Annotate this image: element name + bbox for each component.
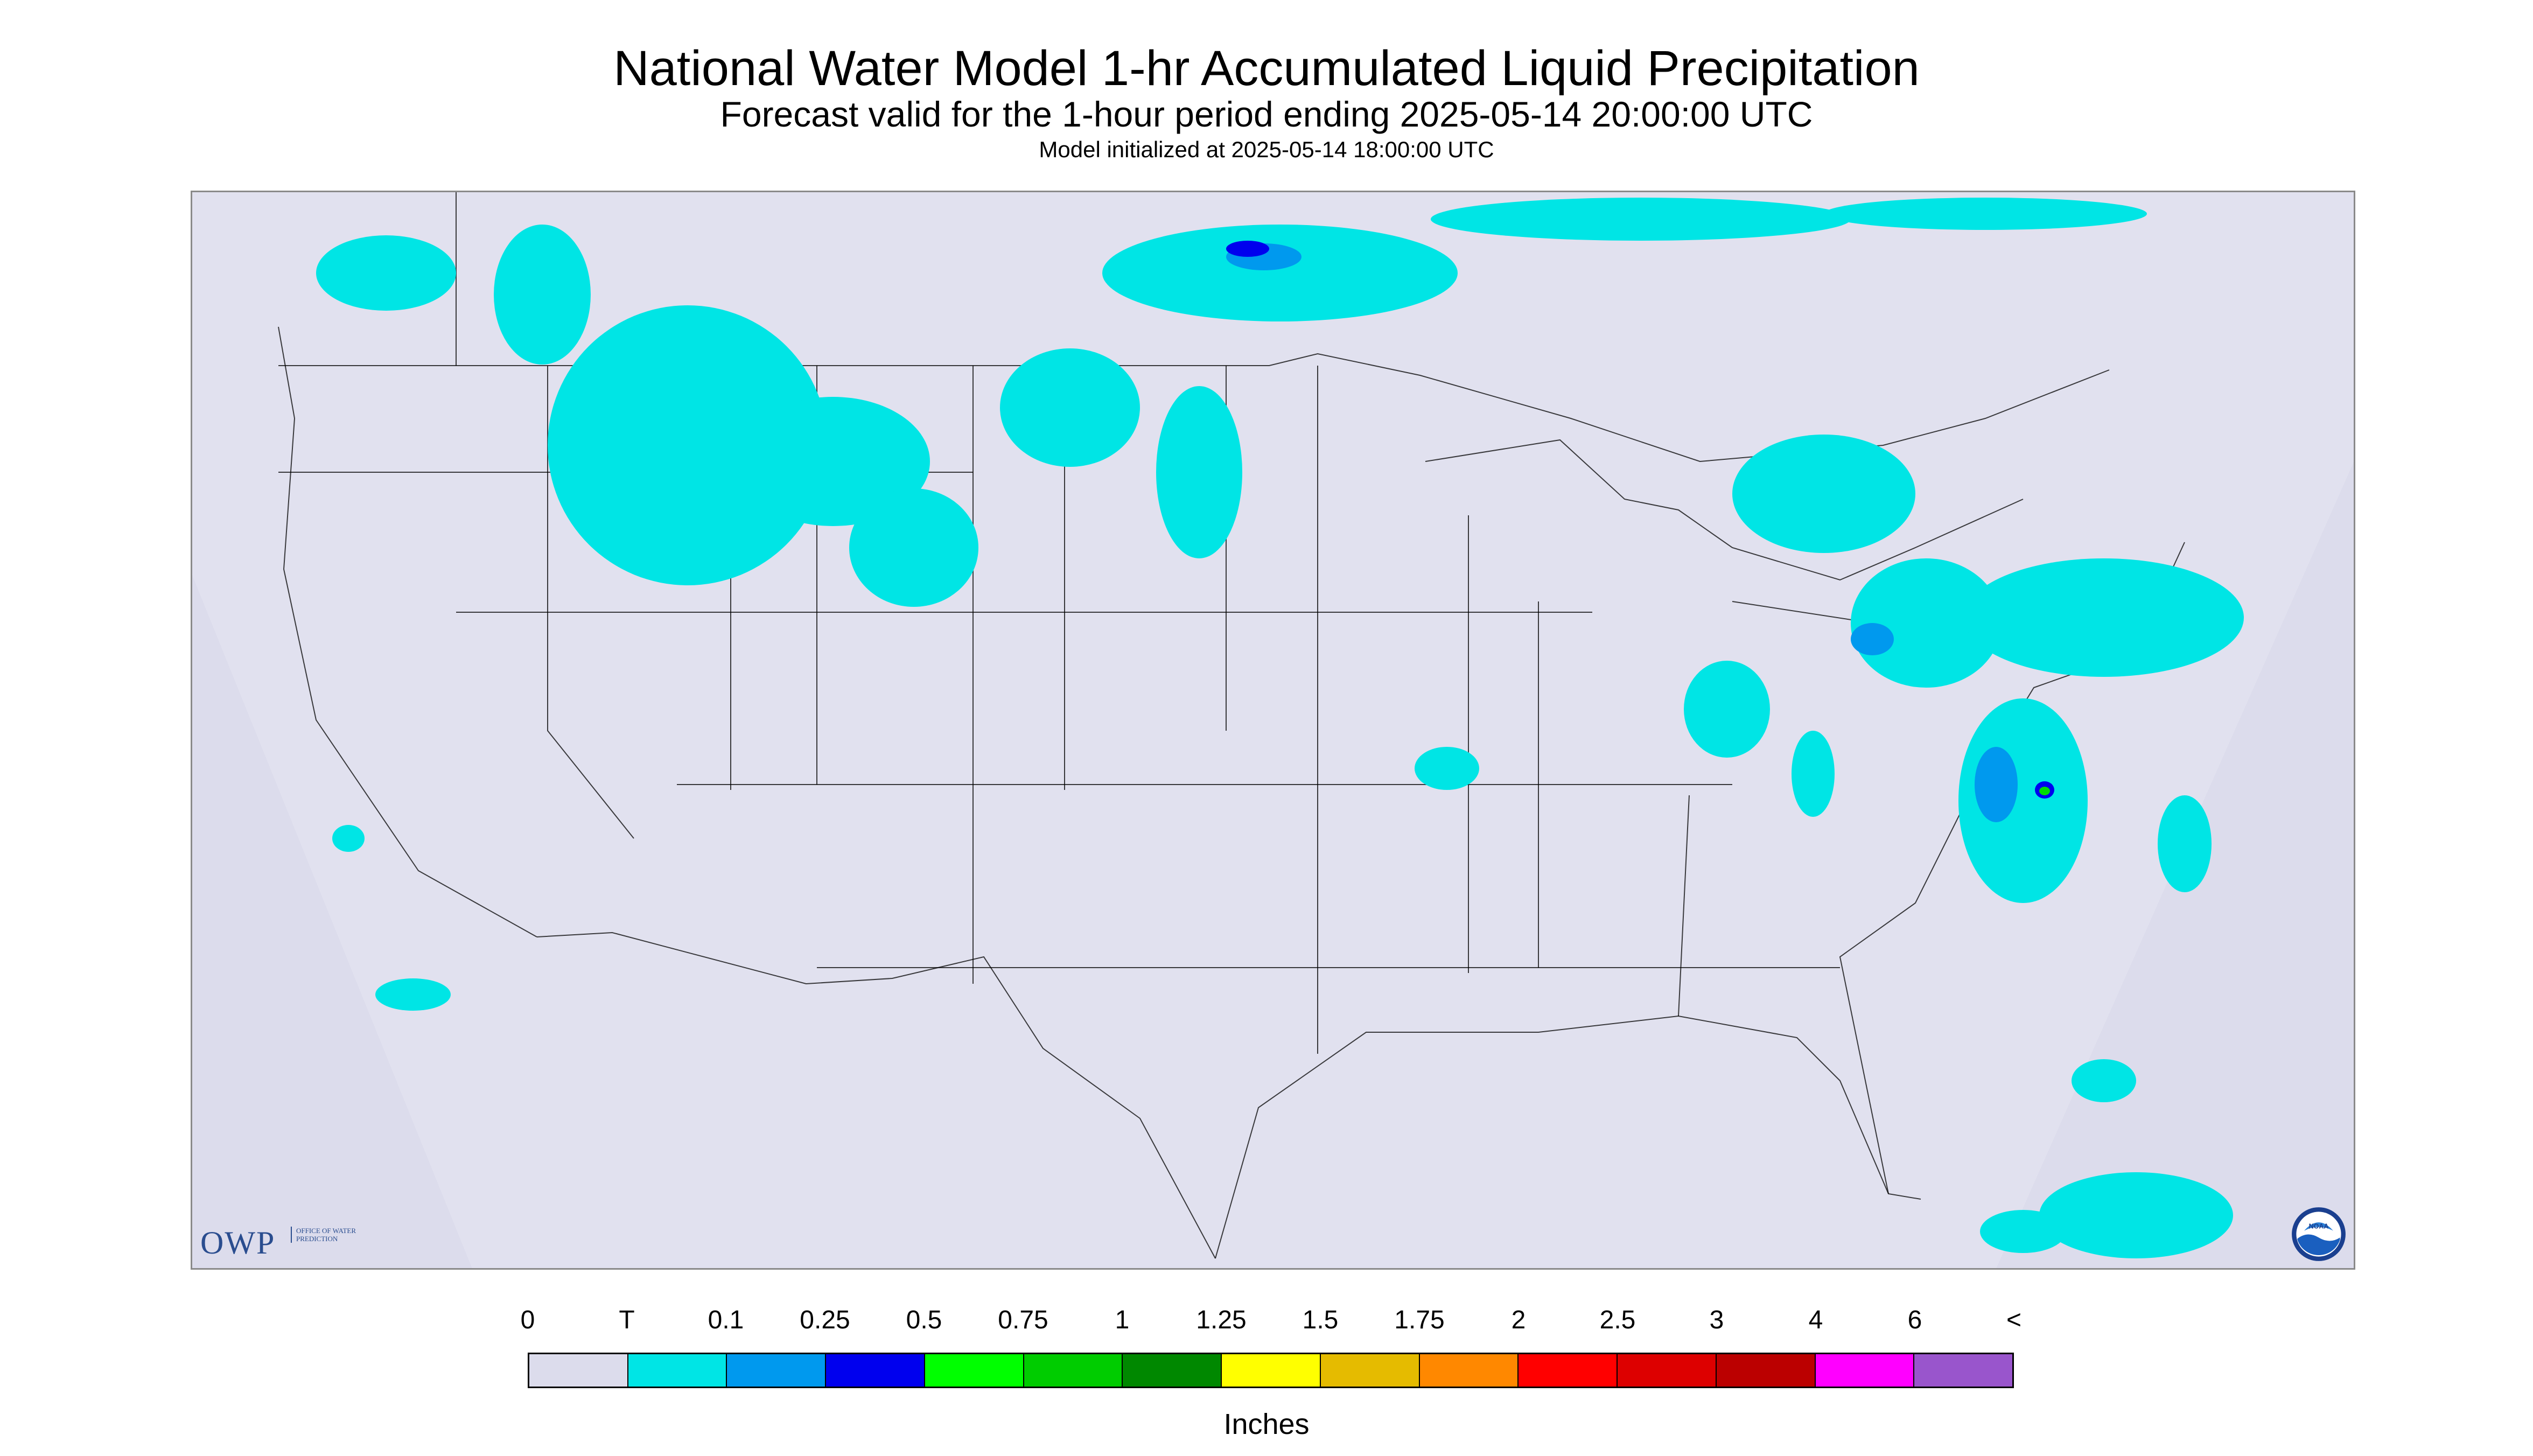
legend-swatch: [1123, 1354, 1222, 1387]
legend-swatch: [1024, 1354, 1123, 1387]
legend-color-bar: [528, 1353, 2014, 1388]
state-line-2: [547, 366, 634, 839]
legend-label: 6: [1907, 1306, 1922, 1334]
legend-swatch: [925, 1354, 1024, 1387]
map-canvas: [192, 192, 2354, 1268]
legend-units: Inches: [1223, 1408, 1310, 1440]
legend-swatch: [1519, 1354, 1618, 1387]
legend-swatch: [1716, 1354, 1816, 1387]
outside-domain-left: [192, 192, 472, 1268]
legend-label: 0.5: [906, 1306, 942, 1334]
map-title: National Water Model 1-hr Accumulated Li…: [613, 41, 1920, 96]
legend-swatch: [1618, 1354, 1717, 1387]
outside-domain-right: [1996, 192, 2354, 1268]
precipitation-map: [191, 191, 2355, 1270]
precip-trace: [316, 198, 2244, 1258]
legend-label: 4: [1808, 1306, 1823, 1334]
west-coast: [278, 326, 537, 937]
precip-legend: 0 T 0.1 0.25 0.5 0.75 1 1.25 1.5 1.75 2 2.5 3 4 6 <: [521, 1303, 2021, 1400]
legend-swatch: [826, 1354, 925, 1387]
noaa-logo-text: NOAA: [2309, 1223, 2329, 1230]
legend-swatch: [1815, 1354, 1915, 1387]
legend-label: 2.5: [1599, 1306, 1636, 1334]
legend-label: 0.1: [708, 1306, 744, 1334]
legend-swatch: [1419, 1354, 1519, 1387]
legend-swatch: [1914, 1354, 2013, 1387]
model-init-time: Model initialized at 2025-05-14 18:00:00…: [1039, 137, 1494, 162]
owp-logo-subtext: Office of Water Prediction: [291, 1227, 388, 1243]
legend-label: 0.75: [998, 1306, 1048, 1334]
legend-swatch: [1222, 1354, 1321, 1387]
precip-heavy: [2039, 787, 2050, 795]
legend-swatch: [529, 1354, 628, 1387]
noaa-logo-icon: NOAA: [2292, 1207, 2346, 1261]
legend-labels: 0 T 0.1 0.25 0.5 0.75 1 1.25 1.5 1.75 2 2.5 3 4 6 <: [521, 1303, 2021, 1341]
legend-label: 1: [1115, 1306, 1130, 1334]
owp-logo-text: OWP: [200, 1225, 276, 1261]
legend-label: T: [619, 1306, 635, 1334]
great-lakes: [1425, 439, 2024, 581]
legend-swatch: [628, 1354, 727, 1387]
legend-swatch: [1320, 1354, 1420, 1387]
legend-label: 0.25: [800, 1306, 850, 1334]
legend-label: <: [2006, 1306, 2022, 1334]
state-line-11: [1678, 795, 1690, 1017]
owp-logo: OWP Office of Water Prediction: [200, 1221, 378, 1264]
legend-label: 0: [520, 1306, 535, 1334]
legend-label: 1.25: [1196, 1306, 1247, 1334]
legend-label: 2: [1511, 1306, 1526, 1334]
legend-swatch: [727, 1354, 827, 1387]
legend-label: 3: [1709, 1306, 1724, 1334]
legend-label: 1.5: [1302, 1306, 1339, 1334]
legend-label: 1.75: [1394, 1306, 1445, 1334]
map-subtitle: Forecast valid for the 1-hour period end…: [720, 94, 1813, 134]
